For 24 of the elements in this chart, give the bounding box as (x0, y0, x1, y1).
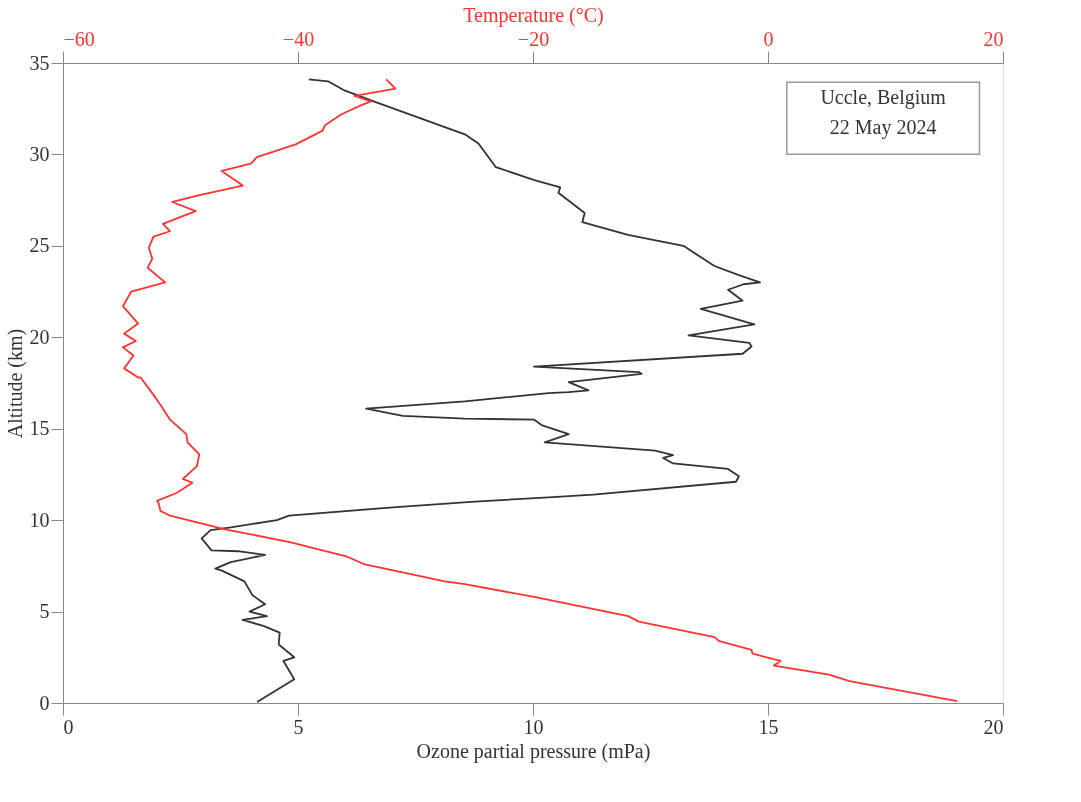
x-tick-label: 0 (63, 715, 74, 738)
y-tick-label: 30 (29, 142, 50, 165)
y-tick-label: 5 (39, 600, 50, 623)
y-tick-label: 0 (39, 691, 50, 714)
y-tick-label: 10 (29, 508, 50, 531)
x2-axis-title: Temperature (°C) (463, 3, 604, 27)
annotation: 22 May 2024 (829, 116, 937, 140)
y-axis-title: Altitude (km) (3, 328, 27, 439)
line-series (200, 78, 761, 703)
y-tick-label: 15 (29, 417, 50, 440)
x2-tick-label: 20 (983, 27, 1004, 50)
x-tick-label: 5 (293, 715, 304, 738)
y-tick-label: 25 (29, 234, 50, 257)
x2-tick-label: −20 (517, 27, 550, 50)
x2-tick-label: 0 (763, 27, 774, 50)
x2-tick-label: −60 (63, 27, 95, 50)
annotation: Uccle, Belgium (820, 86, 947, 110)
x-tick-label: 15 (758, 715, 779, 738)
x-tick-label: 10 (523, 715, 544, 738)
y-tick-label: 20 (29, 325, 50, 348)
y-tick-label: 35 (29, 51, 50, 74)
x2-tick-label: −40 (282, 27, 315, 50)
x-axis-title: Ozone partial pressure (mPa) (416, 739, 651, 763)
x-tick-label: 20 (983, 715, 1004, 738)
